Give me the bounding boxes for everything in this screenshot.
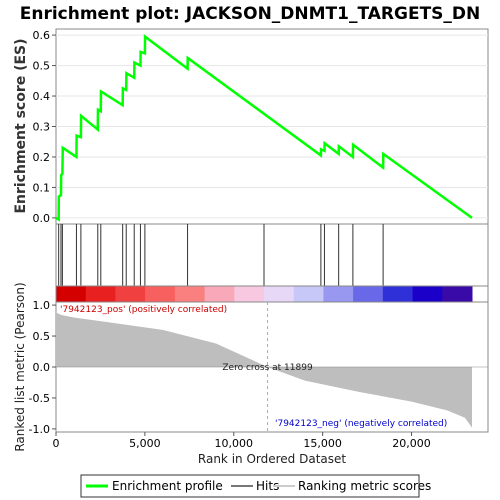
x-tick-label: 0 [53, 437, 60, 450]
negative-correlation-label: '7942123_neg' (negatively correlated) [275, 419, 447, 429]
es-y-tick-label: 0.2 [33, 151, 51, 164]
x-tick-label: 15,000 [303, 437, 342, 450]
es-y-tick-label: 0.1 [33, 181, 51, 194]
ranking-y-tick-label: 0.5 [33, 330, 51, 343]
es-y-tick-label: 0.0 [33, 212, 51, 225]
color-bar-segment [323, 286, 354, 302]
positive-correlation-label: '7942123_pos' (positively correlated) [60, 305, 227, 315]
chart-title: Enrichment plot: JACKSON_DNMT1_TARGETS_D… [20, 4, 481, 24]
color-bar-segment [234, 286, 265, 302]
color-bar-segment [145, 286, 176, 302]
color-bar-segment [115, 286, 146, 302]
ranking-y-tick-label: 1.0 [33, 299, 51, 312]
ranking-y-tick-label: 0.0 [33, 361, 51, 374]
hits-frame [55, 223, 489, 287]
rank-color-bar [55, 285, 489, 303]
ranking-y-axis-label: Ranked list metric (Pearson) [13, 282, 27, 451]
es-panel: 0.0 0.1 0.2 0.3 0.4 0.5 0.6 Enrichment score (… [13, 28, 489, 225]
x-axis-label: Rank in Ordered Dataset [198, 452, 346, 466]
es-y-tick-label: 0.5 [33, 60, 51, 73]
zero-cross-label: Zero cross at 11899 [222, 363, 313, 373]
es-y-axis-label: Enrichment score (ES) [13, 38, 29, 213]
ranking-y-tick-label: -0.5 [29, 392, 50, 405]
color-bar-segment [442, 286, 473, 302]
ranking-y-tick-label: -1.0 [29, 423, 50, 436]
color-bar-segment [174, 286, 206, 302]
es-series-line [55, 34, 473, 222]
color-bar-segment [85, 286, 116, 302]
legend-hits-label: Hits [256, 479, 279, 493]
legend-enrichment-label: Enrichment profile [112, 479, 223, 493]
color-bar-segment [412, 286, 443, 302]
ranking-panel: Zero cross at 11899 '7942123_pos' (posit… [13, 282, 489, 466]
es-y-tick-label: 0.3 [33, 121, 51, 134]
legend: Enrichment profile Hits Ranking metric s… [80, 474, 431, 498]
color-bar-segment [56, 286, 87, 302]
es-y-tick-label: 0.6 [33, 29, 51, 42]
hits-panel [55, 223, 489, 287]
es-y-tick-label: 0.4 [33, 90, 51, 103]
x-tick-label: 10,000 [215, 437, 254, 450]
color-bar-segment [264, 286, 295, 302]
color-bar-segment [204, 286, 235, 302]
x-tick-label: 20,000 [392, 437, 431, 450]
color-bar-segment [382, 286, 414, 302]
color-bar-segment [293, 286, 324, 302]
legend-ranking-label: Ranking metric scores [298, 479, 431, 493]
x-tick-label: 5,000 [129, 437, 161, 450]
ranking-metric-area [56, 312, 472, 428]
color-bar-segment [353, 286, 384, 302]
